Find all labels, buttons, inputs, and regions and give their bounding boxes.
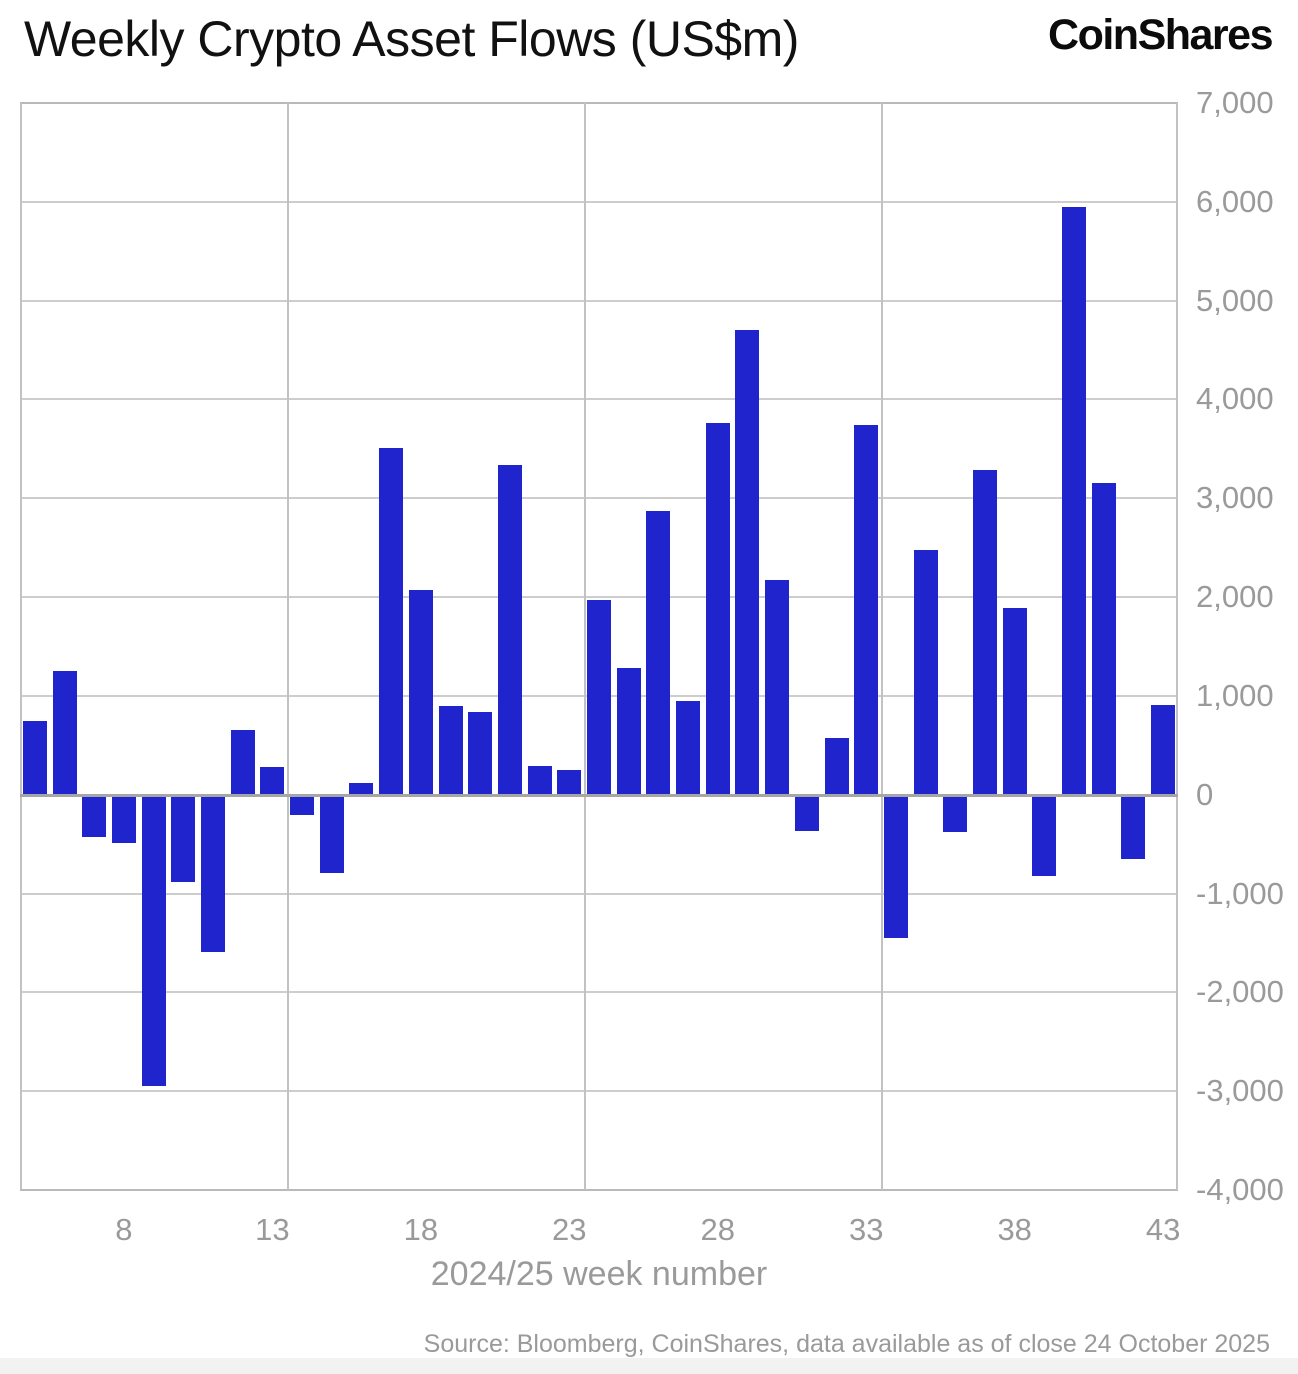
bar-week-29 bbox=[735, 330, 760, 795]
y-tick-label-7000: 7,000 bbox=[1196, 85, 1274, 120]
bar-week-30 bbox=[765, 580, 790, 795]
x-tick-label-8: 8 bbox=[115, 1212, 133, 1247]
x-tick-label-33: 33 bbox=[848, 1212, 884, 1247]
footer-strip bbox=[0, 1358, 1298, 1374]
bar-week-19 bbox=[438, 705, 463, 795]
bar-week-20 bbox=[468, 711, 493, 795]
bar-week-16 bbox=[349, 783, 374, 795]
bar-week-6 bbox=[52, 671, 77, 795]
bar-week-17 bbox=[379, 447, 404, 795]
source-note: Source: Bloomberg, CoinShares, data avai… bbox=[423, 1330, 1270, 1358]
y-tick-label-3000: 3,000 bbox=[1196, 480, 1274, 516]
bar-week-10 bbox=[171, 795, 196, 882]
bar-week-15 bbox=[319, 795, 344, 873]
h-gridline-7000 bbox=[20, 102, 1178, 104]
bar-week-8 bbox=[111, 795, 136, 844]
bar-week-5 bbox=[22, 720, 47, 795]
bar-week-32 bbox=[824, 738, 849, 795]
v-gridline-1 bbox=[287, 103, 290, 1190]
bar-week-24 bbox=[587, 600, 611, 795]
bar-week-36 bbox=[943, 795, 968, 832]
h-gridline-5000 bbox=[20, 299, 1178, 302]
bar-week-39 bbox=[1032, 795, 1057, 877]
x-tick-label-18: 18 bbox=[403, 1212, 439, 1247]
h-gridline-6000 bbox=[20, 200, 1178, 203]
x-tick-label-43: 43 bbox=[1145, 1212, 1181, 1247]
bar-week-22 bbox=[527, 765, 552, 795]
y-tick-label-6000: 6,000 bbox=[1196, 183, 1274, 219]
y-tick-label--4000: -4,000 bbox=[1196, 1172, 1284, 1207]
bar-week-7 bbox=[82, 795, 107, 838]
h-gridline-2000 bbox=[20, 596, 1178, 599]
bar-week-25 bbox=[616, 668, 641, 795]
y-tick-label--2000: -2,000 bbox=[1196, 974, 1284, 1010]
plot-area bbox=[20, 102, 1178, 1191]
bar-week-40 bbox=[1062, 206, 1087, 795]
bar-week-28 bbox=[705, 423, 730, 795]
x-tick-label-38: 38 bbox=[997, 1212, 1032, 1247]
x-tick-label-13: 13 bbox=[255, 1212, 290, 1247]
h-gridline--3000 bbox=[20, 1090, 1178, 1093]
v-gridline-3 bbox=[881, 103, 884, 1190]
bar-week-42 bbox=[1121, 795, 1146, 859]
chart-title: Weekly Crypto Asset Flows (US$m) bbox=[24, 11, 799, 67]
bar-week-43 bbox=[1151, 705, 1176, 795]
bar-week-18 bbox=[408, 590, 433, 795]
bar-week-12 bbox=[230, 730, 255, 795]
bar-week-37 bbox=[973, 469, 997, 795]
bar-week-11 bbox=[201, 795, 225, 952]
bar-week-38 bbox=[1002, 607, 1027, 795]
y-tick-label-4000: 4,000 bbox=[1196, 381, 1274, 417]
bar-week-41 bbox=[1091, 483, 1116, 795]
bar-week-27 bbox=[676, 700, 701, 795]
bar-week-14 bbox=[290, 795, 315, 816]
bar-week-34 bbox=[883, 795, 908, 939]
bar-week-9 bbox=[141, 795, 166, 1087]
bar-week-23 bbox=[557, 770, 582, 795]
h-gridline--1000 bbox=[20, 892, 1178, 895]
bar-week-31 bbox=[794, 795, 819, 832]
y-tick-label-5000: 5,000 bbox=[1196, 282, 1274, 318]
h-gridline-4000 bbox=[20, 398, 1178, 401]
x-tick-label-23: 23 bbox=[552, 1212, 587, 1247]
bar-week-26 bbox=[646, 511, 671, 795]
bar-week-13 bbox=[260, 767, 285, 795]
x-axis-title: 2024/25 week number bbox=[430, 1255, 768, 1293]
y-tick-label-1000: 1,000 bbox=[1196, 677, 1274, 713]
v-gridline-0 bbox=[20, 103, 22, 1190]
v-gridline-4 bbox=[1176, 103, 1178, 1190]
bar-week-21 bbox=[497, 464, 522, 795]
h-gridline-3000 bbox=[20, 497, 1178, 500]
v-gridline-2 bbox=[584, 103, 587, 1190]
y-tick-label-2000: 2,000 bbox=[1196, 579, 1274, 615]
h-gridline--4000 bbox=[20, 1189, 1178, 1191]
h-gridline--2000 bbox=[20, 991, 1178, 994]
coinshares-logo: CoinShares bbox=[1048, 11, 1273, 59]
y-tick-label-0: 0 bbox=[1196, 776, 1214, 812]
y-tick-label--1000: -1,000 bbox=[1196, 875, 1284, 911]
y-tick-label--3000: -3,000 bbox=[1196, 1073, 1284, 1109]
bar-week-33 bbox=[854, 425, 879, 795]
bar-week-35 bbox=[913, 549, 938, 795]
h-gridline-0 bbox=[20, 793, 1178, 797]
x-tick-label-28: 28 bbox=[700, 1212, 735, 1247]
